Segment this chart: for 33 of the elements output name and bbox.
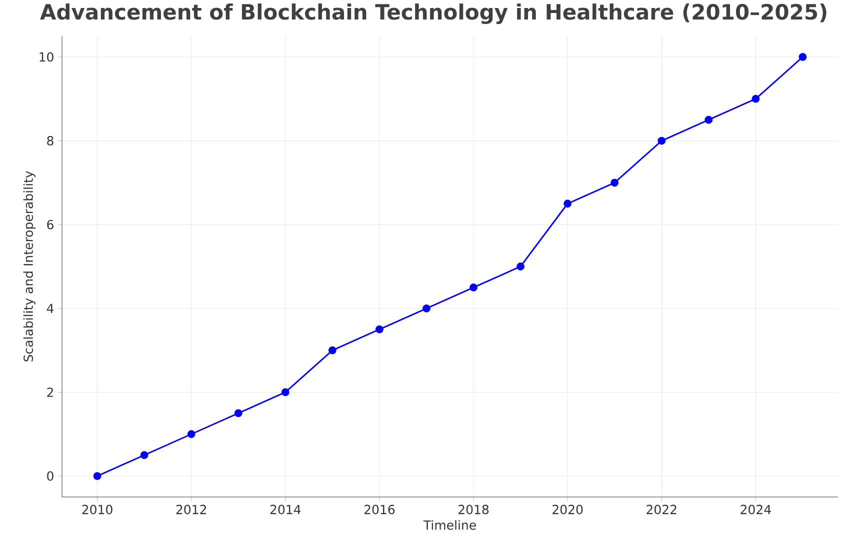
chart-title: Advancement of Blockchain Technology in Healthcare (2010–2025) bbox=[40, 4, 826, 24]
y-tick-label: 4 bbox=[46, 304, 54, 313]
point bbox=[658, 136, 666, 145]
point bbox=[704, 116, 713, 124]
point bbox=[470, 283, 478, 292]
point bbox=[281, 388, 290, 396]
x-tick-label: 2012 bbox=[176, 504, 206, 514]
point bbox=[234, 409, 242, 418]
x-tick-label: 2024 bbox=[740, 504, 771, 514]
y-tick-label: 6 bbox=[47, 220, 54, 230]
point bbox=[752, 94, 760, 103]
y-axis-title: Scalability and Interoperability bbox=[23, 171, 36, 362]
point bbox=[610, 178, 619, 187]
x-tick-label: 2020 bbox=[552, 504, 583, 514]
point bbox=[93, 472, 102, 480]
x-tick-label: 2010 bbox=[82, 504, 112, 514]
point bbox=[140, 451, 148, 460]
x-tick-label: 2018 bbox=[458, 504, 489, 514]
point bbox=[798, 53, 807, 61]
y-tick-label: 0 bbox=[47, 471, 54, 481]
x-tick-label: 2016 bbox=[364, 504, 395, 514]
y-tick-label: 2 bbox=[47, 388, 53, 397]
point bbox=[564, 200, 572, 208]
x-tick-label: 2022 bbox=[646, 504, 676, 514]
point bbox=[516, 262, 524, 270]
point bbox=[376, 325, 384, 334]
point bbox=[328, 346, 336, 354]
point bbox=[187, 430, 196, 438]
x-tick-label: 2014 bbox=[270, 504, 301, 514]
y-tick-label: 10 bbox=[40, 52, 54, 62]
point bbox=[422, 304, 430, 312]
y-tick-label: 8 bbox=[47, 136, 54, 146]
x-axis-title: Timeline bbox=[423, 520, 476, 530]
